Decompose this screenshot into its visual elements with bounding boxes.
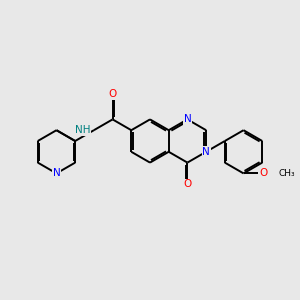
- Text: NH: NH: [75, 125, 91, 135]
- Text: N: N: [184, 114, 191, 124]
- Text: O: O: [259, 168, 267, 178]
- Text: N: N: [202, 147, 210, 157]
- Text: CH₃: CH₃: [278, 169, 295, 178]
- Text: N: N: [52, 168, 60, 178]
- Text: O: O: [109, 89, 117, 99]
- Text: O: O: [183, 179, 191, 189]
